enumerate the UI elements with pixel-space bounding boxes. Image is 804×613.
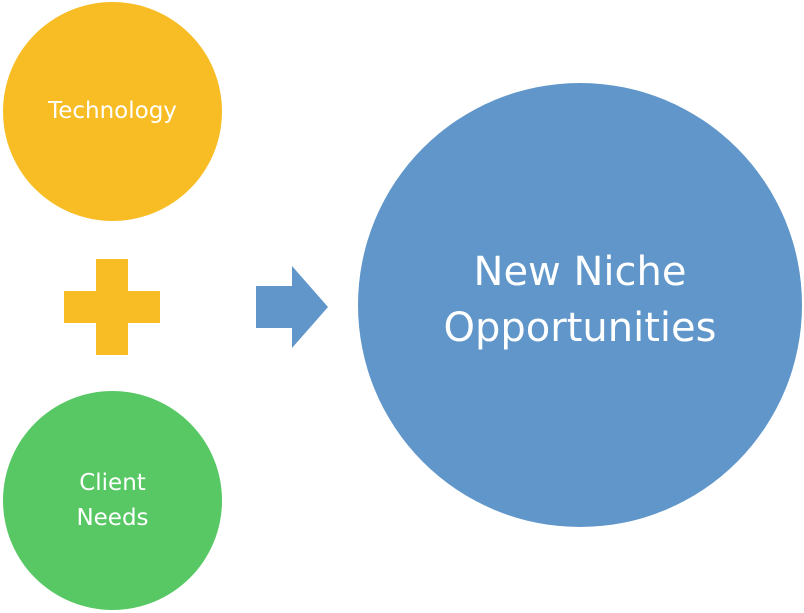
new-niche-opportunities-line-2: Opportunities — [443, 305, 717, 351]
client-needs-circle: Client Needs — [3, 391, 222, 610]
client-needs-label-line-1: Client — [79, 469, 146, 496]
new-niche-opportunities-circle: New Niche Opportunities — [358, 83, 802, 527]
client-needs-label-line-2: Needs — [76, 504, 149, 531]
technology-circle: Technology — [3, 2, 222, 221]
arrow-right-icon — [256, 266, 328, 348]
new-niche-opportunities-label: New Niche Opportunities — [444, 244, 717, 356]
client-needs-label: Client Needs — [76, 466, 148, 536]
technology-label: Technology — [48, 96, 177, 126]
plus-icon — [64, 259, 160, 355]
technology-label-line: Technology — [48, 97, 177, 124]
new-niche-opportunities-line-1: New Niche — [473, 249, 687, 295]
